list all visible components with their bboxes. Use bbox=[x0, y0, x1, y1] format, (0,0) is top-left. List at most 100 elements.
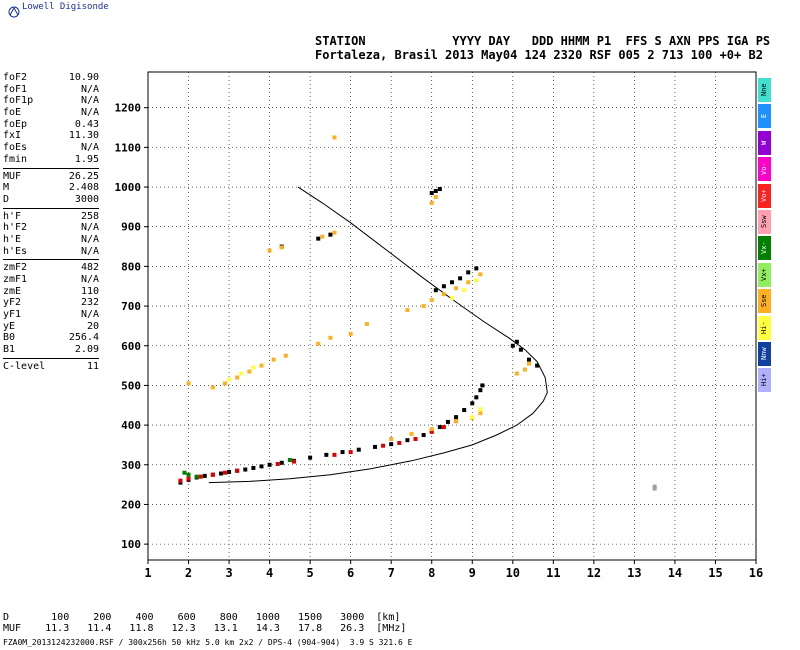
param-name: M bbox=[3, 182, 10, 194]
echo-point bbox=[316, 236, 321, 241]
echo-point bbox=[267, 462, 272, 467]
mode-chip: Ssw bbox=[758, 209, 771, 234]
echo-point bbox=[198, 474, 203, 479]
header-columns: STATION YYYY DAY DDD HHMM P1 FFS S AXN P… bbox=[315, 34, 771, 48]
x-tick-label: 7 bbox=[388, 566, 395, 580]
echo-point bbox=[251, 365, 256, 370]
echo-point bbox=[478, 272, 483, 277]
echo-point bbox=[243, 467, 248, 472]
echo-point bbox=[421, 304, 426, 309]
param-name: C-level bbox=[3, 360, 46, 372]
echo-point bbox=[186, 381, 191, 386]
param-row: C-level 11 bbox=[3, 361, 99, 373]
y-tick-label: 1200 bbox=[115, 102, 142, 115]
param-value: 232 bbox=[80, 297, 99, 309]
param-value: 2.09 bbox=[74, 344, 99, 356]
echo-point bbox=[652, 484, 657, 489]
param-value: 256.4 bbox=[68, 332, 99, 344]
echo-point bbox=[275, 461, 280, 466]
y-tick-label: 1000 bbox=[115, 181, 142, 194]
mode-legend: Nne E W Vo- Vo+ Ssw Vx- Vx+ Sse Hi- Nnw Hi+ bbox=[758, 78, 772, 395]
echo-point bbox=[441, 284, 446, 289]
echo-point bbox=[324, 452, 329, 457]
param-name: zmF2 bbox=[3, 262, 28, 274]
param-row: yE 20 bbox=[3, 321, 99, 333]
param-row: h'F 258 bbox=[3, 211, 99, 223]
mode-chip: W bbox=[758, 130, 771, 155]
echo-point bbox=[514, 339, 519, 344]
y-tick-label: 500 bbox=[121, 379, 141, 392]
param-name: h'E bbox=[3, 233, 22, 245]
param-row: MUF 26.25 bbox=[3, 171, 99, 183]
y-tick-label: 900 bbox=[121, 221, 141, 234]
echo-point bbox=[279, 245, 284, 250]
echo-point bbox=[348, 450, 353, 455]
param-name: B1 bbox=[3, 344, 16, 356]
param-value: 26.25 bbox=[68, 170, 99, 182]
param-value: 0.43 bbox=[74, 118, 99, 130]
param-row: h'E N/A bbox=[3, 234, 99, 246]
param-value: N/A bbox=[80, 222, 99, 234]
echo-point bbox=[348, 331, 353, 336]
param-name: foEp bbox=[3, 118, 28, 130]
param-name: zmF1 bbox=[3, 274, 28, 285]
echo-point bbox=[178, 478, 183, 483]
echo-point bbox=[450, 296, 454, 301]
param-value: N/A bbox=[80, 95, 99, 107]
echo-point bbox=[259, 464, 264, 469]
param-row: B0 256.4 bbox=[3, 332, 99, 344]
mode-chip: E bbox=[758, 104, 771, 129]
echo-point bbox=[223, 381, 228, 386]
echo-point bbox=[182, 470, 187, 475]
param-name: yF2 bbox=[3, 297, 22, 309]
echo-point bbox=[328, 335, 333, 340]
param-value: N/A bbox=[80, 309, 99, 321]
echo-point bbox=[433, 288, 438, 293]
echo-point bbox=[510, 343, 515, 348]
param-row: yF1 N/A bbox=[3, 309, 99, 321]
param-row: foF2 10.90 bbox=[3, 72, 99, 84]
mode-chip: Vo- bbox=[758, 157, 771, 182]
param-separator bbox=[3, 357, 99, 359]
echo-point bbox=[421, 433, 426, 438]
echo-point bbox=[437, 425, 442, 430]
y-tick-label: 100 bbox=[121, 538, 141, 551]
echo-point bbox=[450, 280, 454, 285]
distance-row: D 100 200 400 600 800 1000 1500 3000 [km… bbox=[3, 612, 401, 623]
echo-point bbox=[514, 371, 519, 376]
param-row: fmin 1.95 bbox=[3, 154, 99, 166]
muf-row: MUF 11.3 11.4 11.8 12.3 13.1 14.3 17.8 2… bbox=[3, 623, 407, 634]
x-tick-label: 4 bbox=[266, 566, 273, 580]
header-values: Fortaleza, Brasil 2013 May04 124 2320 RS… bbox=[315, 48, 763, 62]
echo-point bbox=[437, 187, 442, 192]
param-name: foF2 bbox=[3, 72, 28, 83]
param-name: fxI bbox=[3, 130, 22, 142]
echo-point bbox=[478, 411, 483, 416]
echo-point bbox=[466, 280, 471, 285]
echo-point bbox=[409, 431, 414, 436]
lowell-logo-icon bbox=[8, 6, 20, 18]
x-tick-label: 6 bbox=[347, 566, 354, 580]
echo-point bbox=[441, 425, 446, 430]
plot-frame bbox=[147, 71, 757, 561]
mode-chip: Nnw bbox=[758, 341, 771, 366]
param-row: B1 2.09 bbox=[3, 344, 99, 356]
echo-point bbox=[478, 388, 483, 393]
param-row: foF1 N/A bbox=[3, 84, 99, 96]
echo-point bbox=[247, 369, 252, 374]
x-tick-label: 9 bbox=[469, 566, 476, 580]
param-row: foEs N/A bbox=[3, 142, 99, 154]
echo-point bbox=[413, 436, 418, 441]
echo-point bbox=[462, 408, 467, 413]
echo-point bbox=[389, 436, 394, 441]
y-tick-label: 700 bbox=[121, 300, 141, 313]
echo-point bbox=[397, 440, 402, 445]
x-tick-label: 3 bbox=[225, 566, 232, 580]
echo-point bbox=[527, 357, 532, 362]
param-row: D 3000 bbox=[3, 194, 99, 206]
y-tick-label: 400 bbox=[121, 419, 141, 432]
echo-point bbox=[433, 194, 438, 199]
echo-point bbox=[316, 341, 321, 346]
param-name: D bbox=[3, 193, 10, 205]
param-value: 20 bbox=[86, 320, 99, 332]
